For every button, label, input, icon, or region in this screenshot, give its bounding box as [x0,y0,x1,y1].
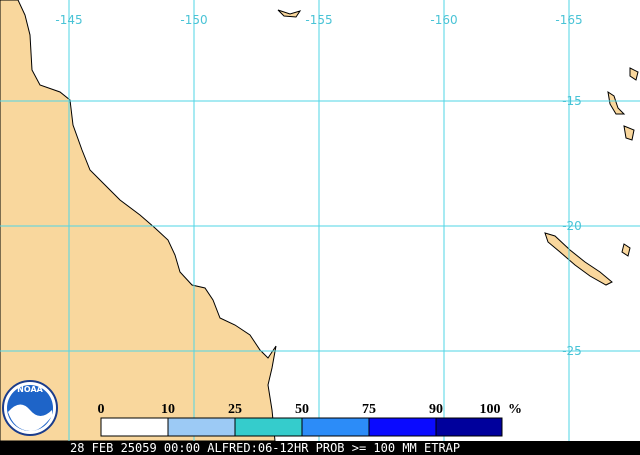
legend-label: 25 [228,402,242,417]
legend-labels: 0 10 25 50 75 90 100 [98,402,501,417]
latitude-labels: -15 -20 -25 [562,94,582,358]
island [623,125,635,141]
legend-label: 50 [295,402,309,417]
legend-swatch [435,417,503,437]
latitude-label: -15 [562,94,582,108]
longitude-label: -150 [180,13,207,27]
logo-text: NOAA [17,385,43,394]
island [629,67,639,81]
legend-label: 10 [161,402,175,417]
longitude-labels: -145 -150 -155 -160 -165 [55,13,582,27]
island [621,243,631,257]
longitude-label: -145 [55,13,82,27]
island [277,9,302,18]
new-caledonia [544,232,613,286]
caption-bar [0,441,640,455]
legend: 0 10 25 50 75 90 100 % [98,402,522,437]
legend-unit: % [508,402,522,417]
legend-swatch [301,417,370,437]
island [607,90,626,115]
longitude-label: -160 [430,13,457,27]
logo-wave [8,404,52,432]
latitude-label: -25 [562,344,582,358]
longitude-label: -165 [555,13,582,27]
legend-swatch [368,417,437,437]
latitude-label: -20 [562,219,582,233]
legend-label: 100 [480,402,501,417]
noaa-logo: NOAA [2,380,58,436]
legend-label: 90 [429,402,443,417]
caption: 28 FEB 25059 00:00 ALFRED:06-12HR PROB >… [70,441,460,455]
graticule [0,0,640,441]
legend-label: 0 [98,402,105,417]
longitude-label: -155 [305,13,332,27]
legend-swatch [100,417,169,437]
legend-swatch [167,417,236,437]
legend-swatch [234,417,303,437]
legend-label: 75 [362,402,376,417]
